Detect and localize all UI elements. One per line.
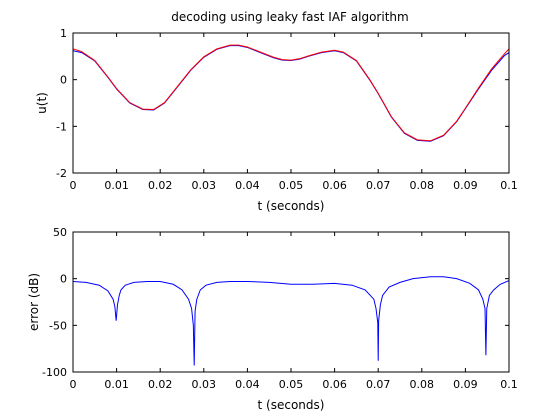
top-chart-title: decoding using leaky fast IAF algorithm <box>171 10 408 24</box>
top-y-tick-label: 0 <box>60 74 67 87</box>
bottom-x-axis-label: t (seconds) <box>258 398 325 412</box>
top-x-tick-label: 0.1 <box>500 179 518 192</box>
bottom-subplot: 0 0.01 0.02 0.03 0.04 0.05 0.06 0.07 0.08 0.09 0.1… <box>27 226 518 412</box>
bottom-x-tick-label: 0.1 <box>500 378 518 391</box>
bottom-axes-frame <box>72 231 510 373</box>
bottom-ticks-group: 0 0.01 0.02 0.03 0.04 0.05 0.06 0.07 0.08 0.09 0.1… <box>42 226 518 391</box>
top-subplot: decoding using leaky fast IAF algorithm … <box>35 10 518 213</box>
bottom-y-tick-label: 0 <box>60 273 67 286</box>
bottom-x-tick-label: 0.02 <box>148 378 173 391</box>
top-y-axis-label: u(t) <box>35 92 49 114</box>
bottom-x-tick-label: 0.06 <box>322 378 347 391</box>
top-series-group <box>73 44 509 142</box>
top-x-tick-label: 0.06 <box>322 179 347 192</box>
top-x-tick-label: 0.08 <box>410 179 435 192</box>
top-x-tick-label: 0.05 <box>279 179 304 192</box>
top-x-tick-label: 0.04 <box>235 179 260 192</box>
bottom-x-tick-label: 0.07 <box>366 378 391 391</box>
bottom-series-line-0 <box>73 276 509 366</box>
bottom-y-tick-label: -100 <box>42 366 67 379</box>
bottom-series-group <box>73 276 509 366</box>
top-x-tick-label: 0.03 <box>192 179 217 192</box>
top-x-tick-label: 0.07 <box>366 179 391 192</box>
top-y-tick-label: 1 <box>60 27 67 40</box>
top-y-tick-label: -2 <box>56 167 67 180</box>
top-x-tick-label: 0.09 <box>453 179 478 192</box>
bottom-y-tick-label: 50 <box>53 226 67 239</box>
bottom-y-axis-label: error (dB) <box>27 273 41 331</box>
top-x-tick-label: 0.01 <box>104 179 129 192</box>
bottom-plot-area <box>73 232 509 372</box>
top-x-tick-label: 0 <box>70 179 77 192</box>
bottom-x-tick-label: 0.04 <box>235 378 260 391</box>
top-x-tick-label: 0.02 <box>148 179 173 192</box>
bottom-x-tick-label: 0.08 <box>410 378 435 391</box>
top-x-axis-label: t (seconds) <box>258 199 325 213</box>
bottom-x-tick-label: 0.05 <box>279 378 304 391</box>
bottom-x-tick-label: 0.03 <box>192 378 217 391</box>
bottom-x-tick-label: 0 <box>70 378 77 391</box>
top-y-tick-label: -1 <box>56 120 67 133</box>
bottom-y-tick-label: -50 <box>49 319 67 332</box>
top-plot-area <box>73 33 509 173</box>
top-series-line-1 <box>73 44 509 142</box>
top-ticks-group: 0 0.01 0.02 0.03 0.04 0.05 0.06 0.07 0.08 0.09 0.1… <box>56 27 518 192</box>
top-axes-frame <box>72 32 510 174</box>
bottom-x-tick-label: 0.01 <box>104 378 129 391</box>
bottom-x-tick-label: 0.09 <box>453 378 478 391</box>
